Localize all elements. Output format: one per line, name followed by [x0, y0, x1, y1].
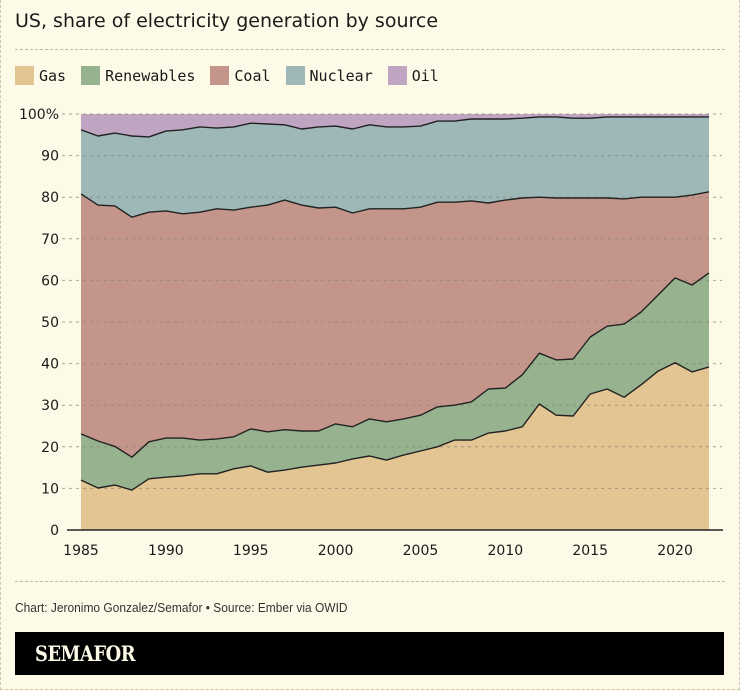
legend-swatch-gas	[15, 66, 34, 85]
y-tick-label: 90	[41, 149, 59, 165]
area-coal	[81, 191, 709, 458]
legend-swatch-renewables	[81, 66, 101, 85]
x-tick-label: 2020	[657, 543, 693, 559]
area-renewables	[81, 272, 709, 491]
source-credit: Chart: Jeronimo Gonzalez/Semafor • Sourc…	[15, 600, 348, 615]
legend: Gas Renewables Coal Nuclear Oil	[15, 66, 454, 85]
legend-item-gas: Gas	[15, 66, 66, 85]
x-tick-label: 1985	[63, 543, 99, 559]
brand-bar: SEMAFOR	[15, 632, 724, 675]
x-tick-label: 2010	[488, 543, 524, 559]
legend-label-renewables: Renewables	[105, 66, 196, 85]
legend-swatch-coal	[210, 66, 230, 85]
legend-item-renewables: Renewables	[81, 66, 195, 85]
line-coal-top	[80, 191, 710, 218]
y-tick-label: 10	[41, 481, 59, 497]
line-renewables-top	[80, 272, 710, 458]
y-tick-label: 20	[41, 440, 59, 456]
y-tick-label: 70	[41, 232, 59, 248]
y-tick-label: 100%	[19, 107, 59, 123]
line-nuclear-top	[80, 116, 709, 138]
x-tick-label: 2000	[318, 543, 354, 559]
legend-swatch-nuclear	[285, 66, 305, 85]
x-tick-label: 2005	[403, 543, 439, 559]
gridlines	[62, 113, 722, 489]
legend-item-coal: Coal	[210, 66, 271, 85]
legend-label-oil: Oil	[411, 66, 439, 85]
x-tick-label: 1990	[148, 543, 184, 559]
footer-divider	[15, 581, 725, 582]
semafor-logo: SEMAFOR	[35, 641, 136, 666]
legend-item-nuclear: Nuclear	[285, 66, 373, 85]
area-nuclear	[81, 116, 709, 218]
y-tick-label: 30	[41, 398, 59, 414]
x-axis: 1985 1990 1995 2000 2005 2010 2015 2020	[63, 543, 693, 559]
x-tick-label: 1995	[233, 543, 269, 559]
y-tick-label: 40	[41, 357, 59, 373]
legend-label-coal: Coal	[234, 66, 271, 85]
legend-item-oil: Oil	[387, 66, 439, 85]
stacked-area-chart: 0 10 20 30 40 50 60 70 80 90 100% 1985 1990 1995 2000…	[19, 107, 723, 559]
boundary-lines	[67, 116, 723, 531]
x-tick-label: 2015	[572, 543, 608, 559]
y-tick-label: 0	[50, 523, 59, 539]
title-divider	[15, 49, 725, 50]
legend-label-gas: Gas	[39, 66, 67, 85]
area-oil	[81, 114, 709, 137]
y-axis: 0 10 20 30 40 50 60 70 80 90 100%	[19, 107, 59, 539]
y-tick-label: 80	[41, 190, 59, 206]
y-tick-label: 50	[41, 315, 59, 331]
legend-label-nuclear: Nuclear	[309, 66, 373, 85]
line-gas-top	[80, 362, 710, 491]
legend-swatch-oil	[387, 66, 407, 85]
chart-title: US, share of electricity generation by s…	[15, 10, 439, 32]
y-tick-label: 60	[41, 273, 59, 289]
